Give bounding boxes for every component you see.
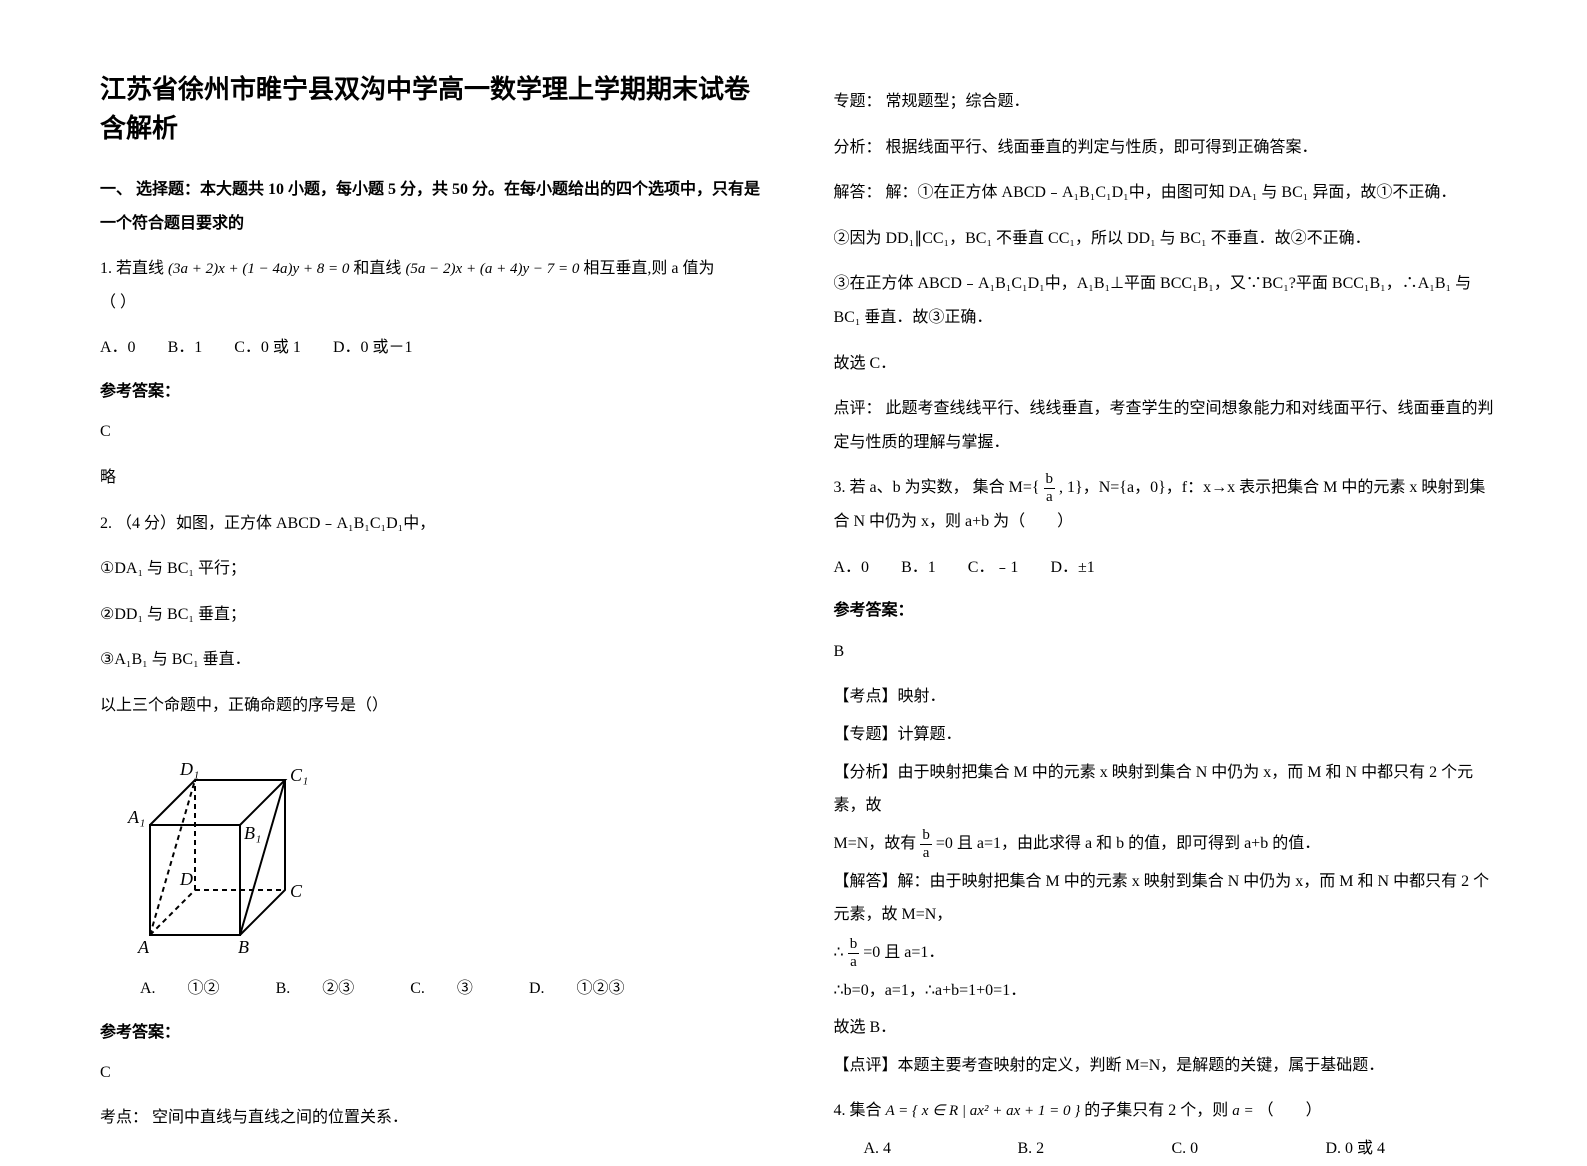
q1-opt-a: A．0	[100, 339, 136, 356]
q1-line1-expr: (3a + 2)x + (1 − 4a)y + 8 = 0	[168, 254, 349, 286]
cube-label-a: A	[137, 937, 150, 955]
q4-paren: （ ）	[1258, 1102, 1322, 1119]
q1-opt-b: B．1	[168, 339, 203, 356]
q3-opt-c: C．﹣1	[968, 559, 1019, 576]
q2-jd-text: 解：①在正方体 ABCD﹣A₁B₁C₁D₁中，由图可知 DA₁ 与 BC₁ 异面…	[886, 184, 1457, 201]
q3-jd-3: ∴b=0，a=1，∴a+b=1+0=1．	[834, 974, 1498, 1008]
q3-opt-b: B．1	[901, 559, 936, 576]
q2-jieda-3: ③在正方体 ABCD﹣A₁B₁C₁D₁中，A₁B₁⊥平面 BCC₁B₁，又∵BC…	[834, 267, 1498, 334]
q3-zt: 【专题】计算题．	[834, 718, 1498, 752]
q4-opt-c: C. 0	[1172, 1132, 1322, 1166]
q3-frac-3: b a	[848, 937, 860, 970]
q3-frac3-num: b	[848, 937, 860, 954]
q3-frac-2: b a	[920, 828, 932, 861]
q2-fx-text: 根据线面平行、线面垂直的判定与性质，即可得到正确答案．	[886, 139, 1318, 156]
q3-frac1-num: b	[1044, 472, 1056, 489]
cube-label-d: D	[179, 869, 193, 889]
cube-label-c1: C₁	[290, 765, 308, 785]
q4-avar: a =	[1232, 1096, 1253, 1128]
q3-options: A．0 B．1 C．﹣1 D．±1	[834, 551, 1498, 585]
q3-prefix: 3. 若 a、b 为实数， 集合 M={	[834, 479, 1044, 496]
q4-stem: 4. 集合 A = { x ∈ R | ax² + ax + 1 = 0 } 的…	[834, 1094, 1498, 1128]
section-1-head: 一、 选择题：本大题共 10 小题，每小题 5 分，共 50 分。在每小题给出的…	[100, 173, 764, 240]
q2-jieda-2: ②因为 DD₁∥CC₁，BC₁ 不垂直 CC₁，所以 DD₁ 与 BC₁ 不垂直…	[834, 222, 1498, 256]
q2-line3: ③A₁B₁ 与 BC₁ 垂直．	[100, 643, 764, 677]
q2-line1: ①DA₁ 与 BC₁ 平行；	[100, 552, 764, 586]
q3-opt-a: A．0	[834, 559, 870, 576]
q3-opt-d: D．±1	[1050, 559, 1094, 576]
q2-zhuanti: 专题： 常规题型；综合题．	[834, 85, 1498, 119]
q1-stem-mid: 和直线	[353, 260, 405, 277]
q2-opt-d: D. ①②③	[529, 980, 625, 997]
q3-frac3-den: a	[848, 954, 860, 970]
q2-jd-label: 解答：	[834, 184, 882, 201]
q3-dp: 【点评】本题主要考查映射的定义，判断 M=N，是解题的关键，属于基础题．	[834, 1049, 1498, 1083]
q3-stem: 3. 若 a、b 为实数， 集合 M={ b a , 1}，N={a，0}，f：…	[834, 471, 1498, 538]
cube-label-d1: D₁	[179, 759, 199, 779]
q2-jieda-1: 解答： 解：①在正方体 ABCD﹣A₁B₁C₁D₁中，由图可知 DA₁ 与 BC…	[834, 176, 1498, 210]
q3-fx2b: =0 且 a=1，由此求得 a 和 b 的值，即可得到 a+b 的值．	[936, 835, 1320, 852]
q2-kaodian: 考点： 空间中直线与直线之间的位置关系．	[100, 1101, 764, 1135]
q1-answer-label: 参考答案：	[100, 377, 764, 407]
q1-paren: （ ）	[100, 294, 136, 311]
q2-answer: C	[100, 1056, 764, 1090]
q4-opt-b: B. 2	[1018, 1132, 1168, 1166]
cube-label-b1: B₁	[244, 823, 261, 843]
cube-diagram: A B C D A₁ B₁ C₁ D₁	[120, 745, 320, 955]
q3-jd-4: 故选 B．	[834, 1011, 1498, 1045]
q2-ask: 以上三个命题中，正确命题的序号是（）	[100, 689, 764, 723]
q1-stem: 1. 若直线 (3a + 2)x + (1 − 4a)y + 8 = 0 和直线…	[100, 252, 764, 319]
q2-dp-text: 此题考查线线平行、线线垂直，考查学生的空间想象能力和对线面平行、线面垂直的判定与…	[834, 400, 1494, 451]
q2-opt-b: B. ②③	[276, 980, 355, 997]
q2-kd-text: 空间中直线与直线之间的位置关系．	[152, 1109, 408, 1126]
q2-answer-label: 参考答案：	[100, 1018, 764, 1048]
q3-fx-2: M=N，故有 b a =0 且 a=1，由此求得 a 和 b 的值，即可得到 a…	[834, 827, 1498, 861]
q1-stem-prefix: 1. 若直线	[100, 260, 168, 277]
q2-opt-c: C. ③	[410, 980, 473, 997]
q4-opt-d: D. 0 或 4	[1326, 1132, 1386, 1166]
q2-dianping: 点评： 此题考查线线平行、线线垂直，考查学生的空间想象能力和对线面平行、线面垂直…	[834, 392, 1498, 459]
q3-fx-1: 【分析】由于映射把集合 M 中的元素 x 映射到集合 N 中仍为 x，而 M 和…	[834, 756, 1498, 823]
q2-line2: ②DD₁ 与 BC₁ 垂直；	[100, 598, 764, 632]
q2-fx-label: 分析：	[834, 139, 882, 156]
page-title: 江苏省徐州市睢宁县双沟中学高一数学理上学期期末试卷含解析	[100, 70, 764, 148]
q3-jd2b: =0 且 a=1．	[863, 944, 944, 961]
q3-jd-2: ∴ b a =0 且 a=1．	[834, 936, 1498, 970]
q2-dp-label: 点评：	[834, 400, 882, 417]
cube-label-c: C	[290, 881, 303, 901]
q3-answer-label: 参考答案：	[834, 596, 1498, 626]
q3-jd2a: ∴	[834, 944, 844, 961]
q4-options: A. 4 B. 2 C. 0 D. 0 或 4	[834, 1132, 1498, 1166]
q2-zt-label: 专题：	[834, 93, 882, 110]
q2-options: A. ①② B. ②③ C. ③ D. ①②③	[100, 972, 764, 1006]
q3-kd: 【考点】映射．	[834, 680, 1498, 714]
q1-line2-expr: (5a − 2)x + (a + 4)y − 7 = 0	[405, 254, 579, 286]
q3-frac2-den: a	[920, 845, 932, 861]
q1-opt-c: C．0 或 1	[234, 339, 301, 356]
q1-options: A．0 B．1 C．0 或 1 D．0 或－1	[100, 331, 764, 365]
q2-kd-label: 考点：	[100, 1109, 148, 1126]
q1-answer: C	[100, 415, 764, 449]
q1-stem-suffix: 相互垂直,则 a 值为	[583, 260, 714, 277]
q2-conclusion: 故选 C．	[834, 347, 1498, 381]
q3-answer: B	[834, 635, 1498, 669]
q4-prefix: 4. 集合	[834, 1102, 886, 1119]
cube-label-b: B	[238, 937, 249, 955]
q2-zt-text: 常规题型；综合题．	[886, 93, 1030, 110]
q2-fenxi: 分析： 根据线面平行、线面垂直的判定与性质，即可得到正确答案．	[834, 131, 1498, 165]
q4-suffix: 的子集只有 2 个，则	[1084, 1102, 1232, 1119]
q1-note: 略	[100, 461, 764, 495]
q3-jd-1: 【解答】解：由于映射把集合 M 中的元素 x 映射到集合 N 中仍为 x，而 M…	[834, 865, 1498, 932]
q3-frac-1: b a	[1044, 472, 1056, 505]
q2-stem: 2. （4 分）如图，正方体 ABCD﹣A₁B₁C₁D₁中，	[100, 507, 764, 541]
q3-fx2a: M=N，故有	[834, 835, 921, 852]
q4-opt-a: A. 4	[864, 1132, 1014, 1166]
q3-frac2-num: b	[920, 828, 932, 845]
q4-set-expr: A = { x ∈ R | ax² + ax + 1 = 0 }	[886, 1096, 1081, 1128]
q1-opt-d: D．0 或－1	[333, 339, 413, 356]
cube-label-a1: A₁	[127, 807, 145, 827]
q2-opt-a: A. ①②	[140, 980, 220, 997]
q3-frac1-den: a	[1044, 489, 1056, 505]
